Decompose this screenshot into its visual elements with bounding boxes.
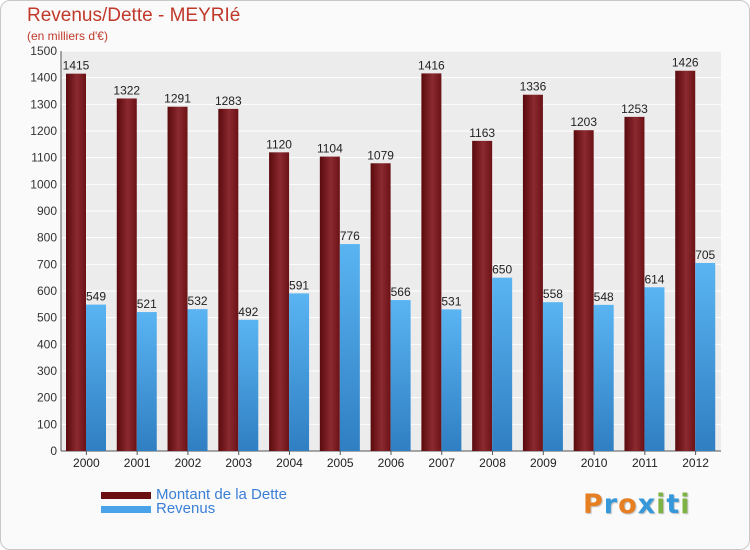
data-label-dette: 1203 xyxy=(570,115,597,129)
bar-revenus xyxy=(492,277,513,451)
bar-revenus xyxy=(542,302,563,451)
bar-dette xyxy=(573,130,594,451)
y-tick-label: 1300 xyxy=(30,97,57,111)
data-label-revenus: 776 xyxy=(340,229,360,243)
bar-revenus xyxy=(136,312,157,451)
bar-dette xyxy=(66,73,86,452)
logo-letter: x xyxy=(637,489,657,520)
bar-dette xyxy=(319,156,340,451)
x-tick-label: 2010 xyxy=(581,456,608,470)
x-tick-label: 2006 xyxy=(378,456,405,470)
x-tick-label: 2007 xyxy=(428,456,455,470)
data-label-revenus: 549 xyxy=(86,290,106,304)
y-tick-label: 700 xyxy=(37,257,57,271)
logo-letter: i xyxy=(656,489,667,520)
y-tick-label: 0 xyxy=(50,444,57,458)
logo-letter: P xyxy=(583,489,604,520)
bar-revenus xyxy=(593,304,614,451)
data-label-dette: 1426 xyxy=(672,56,699,70)
data-label-revenus: 492 xyxy=(238,305,258,319)
y-tick-label: 400 xyxy=(37,337,57,351)
x-tick-label: 2008 xyxy=(479,456,506,470)
x-tick-label: 2001 xyxy=(124,456,151,470)
data-label-revenus: 614 xyxy=(644,272,664,286)
y-tick-label: 500 xyxy=(37,311,57,325)
bar-revenus xyxy=(644,287,665,451)
data-label-revenus: 650 xyxy=(492,263,512,277)
bar-revenus xyxy=(441,309,462,451)
legend-swatch-dette xyxy=(101,492,151,499)
data-label-dette: 1104 xyxy=(317,142,343,156)
data-label-dette: 1322 xyxy=(113,83,140,97)
data-label-revenus: 591 xyxy=(289,278,309,292)
data-label-dette: 1163 xyxy=(469,126,495,140)
bar-revenus xyxy=(187,309,208,451)
y-tick-label: 1500 xyxy=(30,44,57,58)
data-label-dette: 1415 xyxy=(63,59,90,73)
data-label-dette: 1336 xyxy=(520,80,547,94)
y-tick-label: 300 xyxy=(37,364,57,378)
data-label-dette: 1291 xyxy=(164,92,191,106)
bar-revenus xyxy=(339,244,360,451)
x-tick-label: 2012 xyxy=(682,456,709,470)
chart-title: Revenus/Dette - MEYRIé xyxy=(27,5,241,26)
data-label-dette: 1253 xyxy=(621,102,648,116)
bar-dette xyxy=(167,106,188,451)
y-tick-label: 1100 xyxy=(31,151,57,165)
y-tick-label: 900 xyxy=(37,204,57,218)
data-label-revenus: 521 xyxy=(137,297,157,311)
x-tick-label: 2009 xyxy=(530,456,557,470)
data-label-revenus: 531 xyxy=(441,294,461,308)
logo-letter: i xyxy=(680,489,691,520)
y-tick-label: 200 xyxy=(37,391,57,405)
bar-dette xyxy=(624,116,645,451)
x-tick-label: 2002 xyxy=(175,456,202,470)
bar-dette xyxy=(218,108,239,451)
x-tick-label: 2011 xyxy=(632,456,658,470)
y-tick-label: 1400 xyxy=(30,71,57,85)
y-tick-label: 1000 xyxy=(30,177,57,191)
bar-dette xyxy=(675,70,696,451)
legend-label-revenus: Revenus xyxy=(156,500,216,517)
proxiti-logo: Proxiti xyxy=(583,489,691,520)
bar-dette xyxy=(370,163,391,451)
x-tick-label: 2004 xyxy=(276,456,303,470)
logo-letter: t xyxy=(666,489,681,520)
data-label-revenus: 532 xyxy=(188,294,208,308)
bar-dette xyxy=(421,73,442,452)
bar-revenus xyxy=(390,300,411,451)
data-label-revenus: 548 xyxy=(594,290,614,304)
x-tick-label: 2000 xyxy=(73,456,100,470)
data-label-dette: 1416 xyxy=(418,58,445,72)
data-label-revenus: 705 xyxy=(695,248,715,262)
bar-revenus xyxy=(86,304,106,451)
x-tick-label: 2003 xyxy=(225,456,252,470)
data-label-dette: 1283 xyxy=(215,94,242,108)
logo-letter: r xyxy=(603,489,619,520)
y-tick-label: 600 xyxy=(37,284,57,298)
data-label-dette: 1079 xyxy=(367,148,394,162)
logo-letter: o xyxy=(618,489,638,520)
x-tick-label: 2005 xyxy=(327,456,354,470)
y-tick-label: 100 xyxy=(37,417,57,431)
bar-dette xyxy=(522,94,543,451)
legend-swatch-revenus xyxy=(101,506,151,513)
y-tick-label: 1200 xyxy=(30,124,57,138)
bar-revenus xyxy=(695,263,716,451)
bar-dette xyxy=(269,152,290,452)
y-tick-label: 800 xyxy=(37,231,57,245)
data-label-revenus: 558 xyxy=(543,287,563,301)
bar-revenus xyxy=(238,319,259,451)
legend-label-dette: Montant de la Dette xyxy=(156,486,287,503)
bar-revenus xyxy=(289,293,310,451)
bar-dette xyxy=(472,140,493,451)
chart-subtitle: (en milliers d'€) xyxy=(27,29,108,43)
data-label-dette: 1120 xyxy=(266,137,292,151)
bar-dette xyxy=(116,98,137,451)
data-label-revenus: 566 xyxy=(391,285,411,299)
